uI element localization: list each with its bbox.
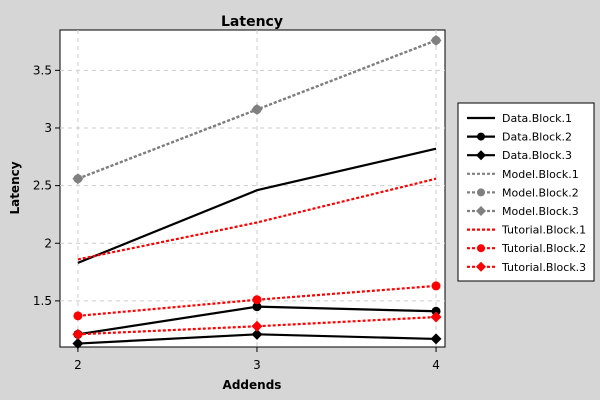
legend-marker	[477, 132, 485, 141]
y-tick-label: 2.5	[33, 179, 52, 193]
legend-label: Tutorial.Block.1	[501, 224, 586, 237]
series-data-block-3	[72, 328, 442, 350]
legend-entry: Tutorial.Block.1	[467, 224, 586, 237]
series-line	[77, 177, 437, 261]
legend: Data.Block.1 Data.Block.2 Data.Block.3 Mode…	[457, 102, 595, 282]
data-point	[72, 173, 84, 185]
legend-marker	[476, 261, 486, 272]
data-point	[251, 328, 263, 340]
grid	[60, 30, 445, 347]
data-point	[73, 311, 83, 321]
legend-marker	[476, 150, 486, 161]
legend-entry: Model.Block.3	[467, 205, 579, 218]
y-tick-label: 1.5	[33, 294, 52, 308]
data-point	[72, 328, 84, 340]
legend-label: Model.Block.1	[502, 168, 579, 181]
series-data-block-1	[77, 147, 437, 264]
legend-label: Data.Block.3	[502, 149, 572, 162]
legend-label: Model.Block.2	[502, 186, 579, 199]
data-point	[252, 295, 262, 305]
legend-label: Data.Block.2	[502, 131, 572, 144]
x-axis-label: Addends	[223, 378, 282, 392]
legend-entry: Data.Block.2	[467, 131, 572, 144]
data-point	[430, 333, 442, 345]
legend-label: Tutorial.Block.3	[501, 261, 586, 274]
data-point	[431, 281, 441, 291]
series-tutorial-block-3	[72, 311, 442, 340]
data-point	[251, 320, 263, 332]
plot-area	[59, 29, 446, 348]
data-point	[430, 34, 442, 46]
x-tick-label: 4	[432, 358, 440, 372]
series-line	[77, 147, 437, 264]
y-tick-label: 2	[44, 236, 52, 250]
legend-marker	[477, 244, 485, 253]
legend-marker	[477, 188, 485, 197]
legend-entry: Model.Block.1	[467, 168, 579, 181]
legend-entry: Tutorial.Block.2	[467, 242, 586, 255]
legend-entry: Model.Block.2	[467, 186, 579, 199]
y-axis-label: Latency	[8, 161, 22, 214]
data-point	[72, 338, 84, 350]
data-point	[430, 311, 442, 323]
data-point	[251, 104, 263, 116]
legend-entry: Data.Block.1	[467, 112, 572, 125]
series-tutorial-block-2	[73, 281, 441, 321]
x-tick-label: 3	[253, 358, 261, 372]
axes: 2 3 4 1.5 2 2.5 3 3.5	[33, 63, 440, 372]
chart-title: Latency	[221, 14, 283, 30]
legend-entry: Tutorial.Block.3	[467, 261, 586, 274]
series-lines	[72, 34, 442, 350]
y-tick-label: 3	[44, 121, 52, 135]
x-tick-label: 2	[74, 358, 82, 372]
data-point	[252, 302, 262, 312]
legend-label: Tutorial.Block.2	[501, 242, 586, 255]
series-model-block-3	[72, 34, 442, 185]
y-tick-label: 3.5	[33, 63, 52, 77]
data-point	[431, 306, 441, 316]
legend-marker	[476, 206, 486, 216]
legend-label: Model.Block.3	[502, 205, 579, 218]
legend-entry: Data.Block.3	[467, 149, 572, 162]
series-tutorial-block-1	[77, 177, 437, 261]
legend-label: Data.Block.1	[502, 112, 572, 125]
